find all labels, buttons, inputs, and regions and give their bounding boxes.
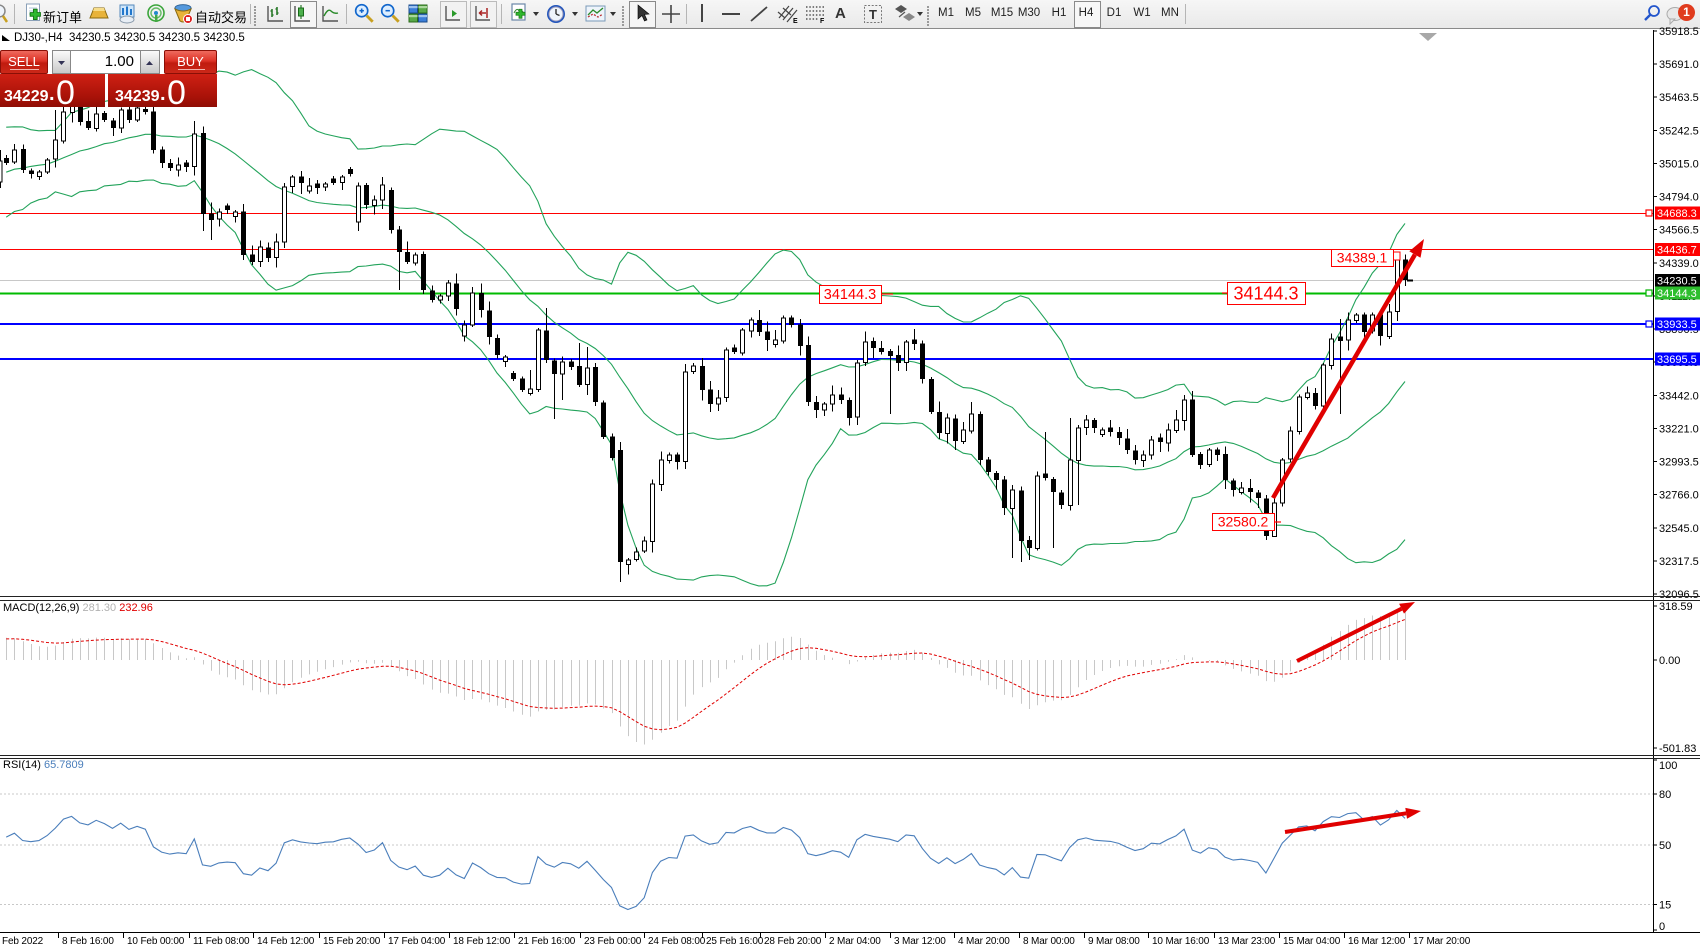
svg-text:33695.5: 33695.5 [1657, 354, 1697, 366]
svg-text:15 Feb 20:00: 15 Feb 20:00 [323, 936, 381, 947]
svg-text:T: T [869, 7, 877, 22]
svg-text:17 Feb 04:00: 17 Feb 04:00 [388, 936, 446, 947]
svg-text:11 Feb 08:00: 11 Feb 08:00 [193, 936, 250, 947]
svg-text:-501.83: -501.83 [1659, 743, 1696, 755]
svg-text:21 Feb 16:00: 21 Feb 16:00 [518, 936, 576, 947]
svg-text:16 Mar 12:00: 16 Mar 12:00 [1348, 936, 1406, 947]
svg-text:Feb 2022: Feb 2022 [2, 936, 44, 947]
svg-text:34230.5: 34230.5 [1657, 276, 1697, 288]
svg-text:15 Mar 04:00: 15 Mar 04:00 [1283, 936, 1341, 947]
svg-text:3 Mar 12:00: 3 Mar 12:00 [894, 936, 946, 947]
svg-text:34144.3: 34144.3 [1233, 283, 1298, 303]
svg-text:318.59: 318.59 [1659, 601, 1693, 613]
svg-text:23 Feb 00:00: 23 Feb 00:00 [584, 936, 642, 947]
svg-text:34339.0: 34339.0 [1659, 258, 1699, 270]
svg-text:35691.0: 35691.0 [1659, 59, 1699, 71]
svg-text:100: 100 [1659, 760, 1677, 772]
svg-text:32993.5: 32993.5 [1659, 457, 1699, 469]
svg-text:35463.5: 35463.5 [1659, 92, 1699, 104]
svg-text:32580.2: 32580.2 [1218, 514, 1269, 530]
svg-text:2 Mar 04:00: 2 Mar 04:00 [829, 936, 881, 947]
svg-text:25 Feb 16:00: 25 Feb 16:00 [706, 936, 764, 947]
svg-text:80: 80 [1659, 789, 1671, 801]
svg-text:34389.1: 34389.1 [1337, 250, 1388, 266]
svg-text:34436.7: 34436.7 [1657, 245, 1697, 257]
svg-text:34144.3: 34144.3 [824, 287, 876, 303]
svg-text:13 Mar 23:00: 13 Mar 23:00 [1218, 936, 1276, 947]
svg-text:32096.5: 32096.5 [1659, 589, 1699, 601]
svg-text:35015.0: 35015.0 [1659, 159, 1699, 171]
svg-text:14 Feb 12:00: 14 Feb 12:00 [257, 936, 315, 947]
svg-text:24 Feb 08:00: 24 Feb 08:00 [648, 936, 706, 947]
svg-text:35242.5: 35242.5 [1659, 125, 1699, 137]
svg-text:9 Mar 08:00: 9 Mar 08:00 [1088, 936, 1140, 947]
svg-text:35918.5: 35918.5 [1659, 26, 1699, 38]
svg-text:34688.3: 34688.3 [1657, 208, 1697, 220]
svg-text:15: 15 [1659, 900, 1671, 912]
svg-text:33221.0: 33221.0 [1659, 423, 1699, 435]
svg-text:32766.0: 32766.0 [1659, 490, 1699, 502]
svg-text:10 Mar 16:00: 10 Mar 16:00 [1152, 936, 1210, 947]
svg-text:0.00: 0.00 [1659, 655, 1680, 667]
svg-text:0: 0 [1659, 921, 1665, 933]
svg-text:8 Feb 16:00: 8 Feb 16:00 [62, 936, 114, 947]
svg-text:32317.5: 32317.5 [1659, 556, 1699, 568]
svg-text:34794.0: 34794.0 [1659, 192, 1699, 204]
svg-text:34566.5: 34566.5 [1659, 225, 1699, 237]
svg-text:34144.3: 34144.3 [1657, 288, 1697, 300]
svg-text:32545.0: 32545.0 [1659, 523, 1699, 535]
svg-text:F: F [820, 18, 825, 24]
svg-text:28 Feb 20:00: 28 Feb 20:00 [764, 936, 822, 947]
svg-text:18 Feb 12:00: 18 Feb 12:00 [453, 936, 511, 947]
svg-text:8 Mar 00:00: 8 Mar 00:00 [1023, 936, 1075, 947]
svg-text:4 Mar 20:00: 4 Mar 20:00 [958, 936, 1010, 947]
svg-text:33933.5: 33933.5 [1657, 319, 1697, 331]
svg-text:17 Mar 20:00: 17 Mar 20:00 [1413, 936, 1471, 947]
svg-text:10 Feb 00:00: 10 Feb 00:00 [127, 936, 185, 947]
svg-text:E: E [793, 18, 798, 24]
svg-text:50: 50 [1659, 840, 1671, 852]
svg-text:33442.0: 33442.0 [1659, 390, 1699, 402]
